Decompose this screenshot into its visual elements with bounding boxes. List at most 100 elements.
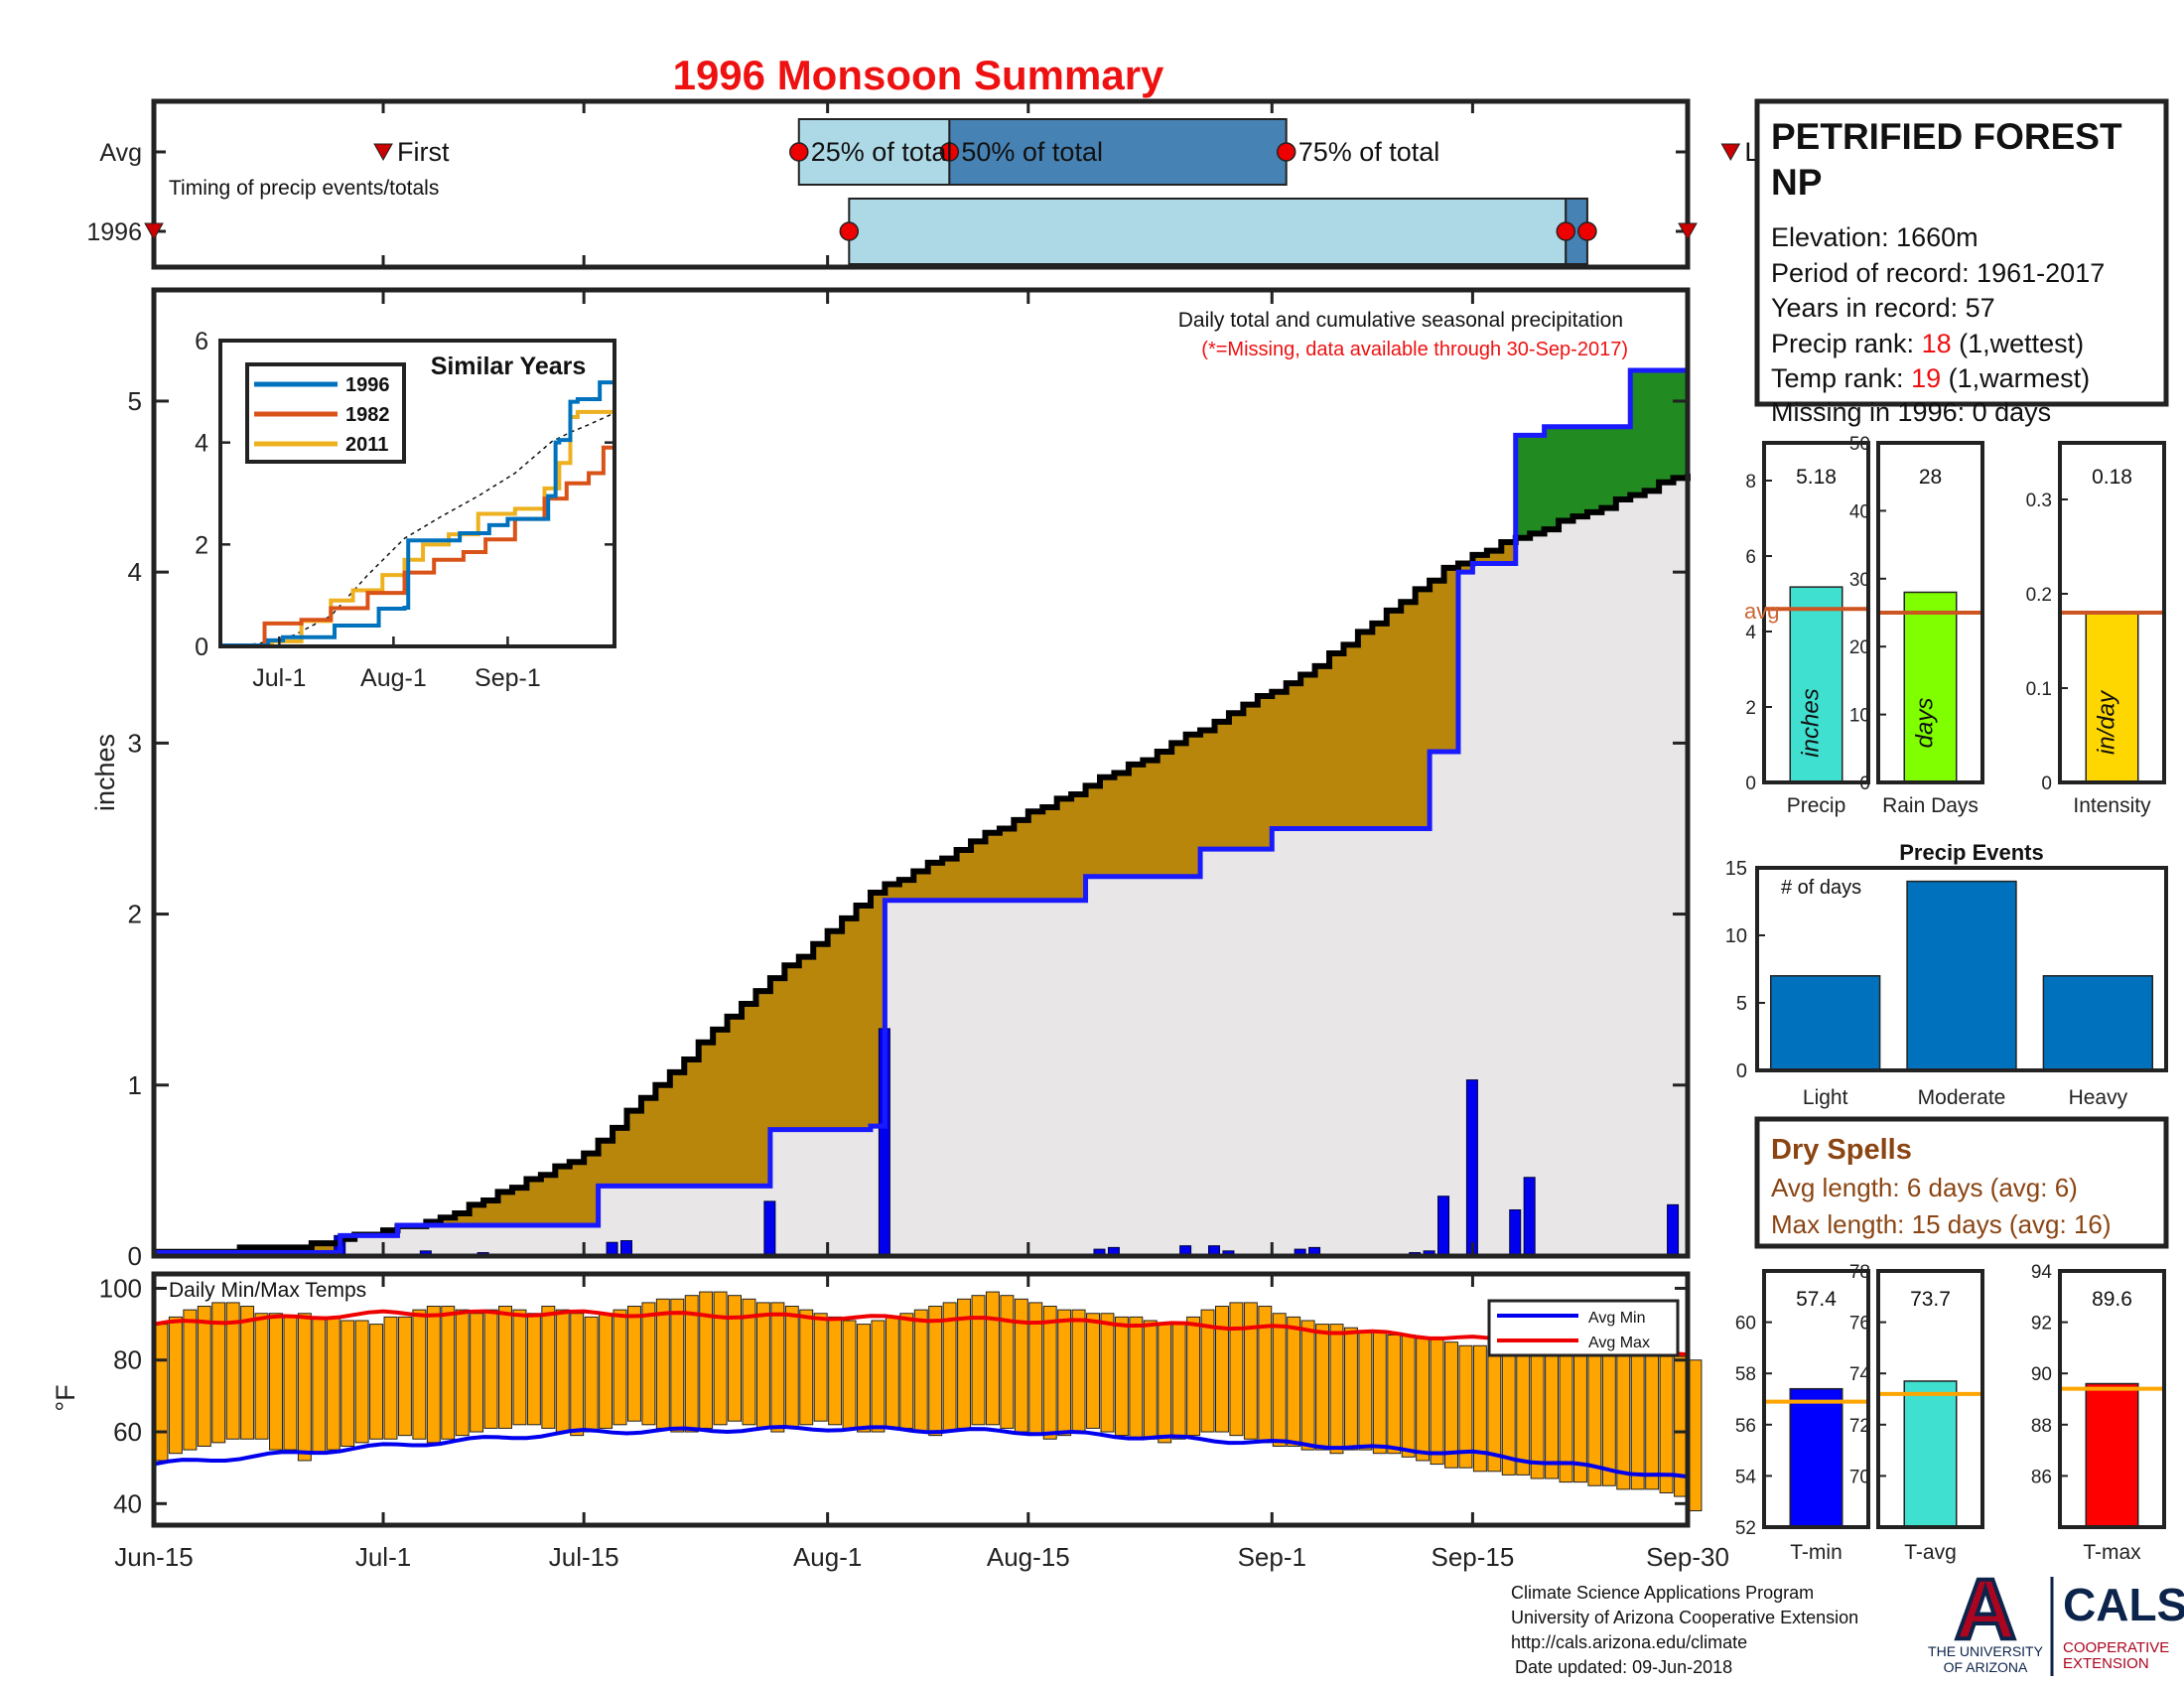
events-ytick-label: 0 xyxy=(1736,1060,1747,1082)
station-name-line2: NP xyxy=(1771,162,1822,203)
daily-temp-bar xyxy=(1616,1348,1631,1490)
daily-temp-bar xyxy=(1171,1324,1186,1440)
x-tick-label: Sep-1 xyxy=(1238,1542,1306,1572)
deficit-area xyxy=(569,1162,585,1226)
daily-temp-bar xyxy=(599,1313,614,1429)
timing-year-label: 1996 xyxy=(86,218,142,246)
timing-triangle-marker xyxy=(373,143,393,162)
daily-temp-bar xyxy=(1630,1352,1645,1490)
daily-temp-bar xyxy=(1444,1341,1458,1469)
mini-bar-precip xyxy=(1789,586,1843,783)
daily-temp-bar xyxy=(211,1302,226,1444)
daily-temp-bar xyxy=(412,1309,427,1440)
mini-bar-t-avg xyxy=(1903,1380,1958,1528)
deficit-area xyxy=(1314,665,1330,829)
legend-avg-max-label: Avg Max xyxy=(1588,1335,1650,1351)
daily-temp-bar xyxy=(1401,1334,1416,1458)
timing-percentile-dot xyxy=(839,221,860,241)
timing-percentile-dot xyxy=(789,142,809,162)
deficit-area xyxy=(999,828,1015,901)
daily-temp-bar xyxy=(1229,1302,1244,1437)
mini-category-label: T-max xyxy=(2083,1541,2141,1564)
mini-ytick-label: 86 xyxy=(2031,1467,2052,1487)
event-bar-light xyxy=(1769,975,1881,1071)
cumulative-base-area xyxy=(154,474,1688,1257)
main-plot-frame xyxy=(151,287,1691,1259)
daily-temp-bar xyxy=(985,1291,1000,1426)
mini-bar-rain-days xyxy=(1903,591,1958,783)
daily-temp-bar xyxy=(1300,1320,1315,1451)
main-ytick-label: 4 xyxy=(128,557,142,587)
dry-spells-avg: Avg length: 6 days (avg: 6) xyxy=(1771,1173,2078,1202)
legend-avg-min-label: Avg Min xyxy=(1588,1310,1646,1327)
timing-p75-label: 75% of total xyxy=(1298,137,1440,167)
footer-credits: Climate Science Applications Program Uni… xyxy=(1511,1583,1858,1677)
mini-value-label: 89.6 xyxy=(2092,1288,2132,1311)
deficit-area xyxy=(742,1003,757,1187)
daily-temp-bar xyxy=(570,1313,585,1437)
daily-temp-bar xyxy=(297,1313,312,1462)
daily-temp-bar xyxy=(1572,1337,1587,1483)
deficit-area xyxy=(684,1058,700,1187)
daily-temp-bar xyxy=(1645,1352,1660,1490)
mini-ytick-label: 0 xyxy=(1859,774,1870,794)
deficit-area xyxy=(885,884,900,901)
daily-temp-bar xyxy=(1014,1298,1028,1433)
mini-value-label: 0.18 xyxy=(2092,466,2132,489)
timing-triangle-marker xyxy=(1678,222,1698,241)
deficit-area xyxy=(1071,794,1087,901)
timing-bar-25-50 xyxy=(848,198,1568,265)
main-ytick-label: 3 xyxy=(128,728,142,758)
event-bar-moderate xyxy=(1906,880,2017,1071)
cals-line2: EXTENSION xyxy=(2063,1655,2149,1672)
temps-y-label: °F xyxy=(51,1384,80,1411)
dry-spells-title: Dry Spells xyxy=(1771,1134,1912,1166)
surplus-area xyxy=(1530,435,1546,534)
daily-temp-bar xyxy=(1057,1309,1072,1437)
daily-temp-bar xyxy=(470,1313,484,1433)
x-tick-label: Jul-1 xyxy=(355,1542,411,1572)
daily-temp-bar xyxy=(254,1313,269,1440)
main-chart-subtitle: (*=Missing, data available through 30-Se… xyxy=(1201,339,1628,360)
deficit-area xyxy=(598,1140,614,1187)
daily-temp-bar xyxy=(1358,1331,1373,1451)
mini-ytick-label: 2 xyxy=(1745,698,1756,719)
university-logo: A THE UNIVERSITY OF ARIZONA CALS COOPERA… xyxy=(1928,1560,2184,1676)
daily-temp-bar xyxy=(584,1316,599,1433)
deficit-area xyxy=(540,1175,556,1226)
daily-temp-bar xyxy=(1200,1309,1215,1433)
deficit-area xyxy=(856,905,872,1130)
deficit-area xyxy=(769,978,785,1130)
events-ytick-label: 5 xyxy=(1736,993,1747,1015)
daily-temp-bar xyxy=(1129,1316,1144,1440)
main-ytick-label: 1 xyxy=(128,1070,142,1100)
deficit-area xyxy=(1343,644,1359,829)
daily-temp-bar xyxy=(455,1309,470,1437)
deficit-area xyxy=(813,943,829,1130)
deficit-area xyxy=(1329,652,1345,829)
daily-temp-bar xyxy=(871,1320,886,1433)
inset-ytick-label: 2 xyxy=(195,531,208,559)
mini-bar-intensity xyxy=(2085,612,2139,783)
mini-ytick-label: 56 xyxy=(1735,1416,1756,1437)
temps-series: 40 60 80 100 xyxy=(99,1273,1703,1525)
daily-temp-bar xyxy=(441,1306,456,1440)
mini-panel-frame xyxy=(2058,441,2166,784)
deficit-area xyxy=(727,1016,743,1187)
daily-temp-bar xyxy=(1559,1337,1573,1483)
precip-events-chart: Light Moderate Heavy 0 5 10 15 Precip Events # o… xyxy=(1725,840,2168,1109)
daily-temp-bar xyxy=(1071,1309,1086,1433)
cals-line1: COOPERATIVE xyxy=(2063,1639,2169,1656)
daily-temp-bar xyxy=(1114,1316,1129,1437)
deficit-area xyxy=(827,930,843,1130)
daily-precip-bar xyxy=(1509,1209,1522,1257)
daily-temp-bar xyxy=(1472,1344,1487,1473)
mini-panel-frame xyxy=(1876,1269,1984,1529)
mini-ytick-label: 54 xyxy=(1735,1467,1757,1487)
daily-temp-bar xyxy=(842,1320,857,1429)
daily-temp-bar xyxy=(1601,1344,1616,1486)
temps-frame xyxy=(151,1271,1691,1528)
surplus-area xyxy=(1601,426,1617,508)
observed-cumulative-line xyxy=(154,367,1688,1256)
